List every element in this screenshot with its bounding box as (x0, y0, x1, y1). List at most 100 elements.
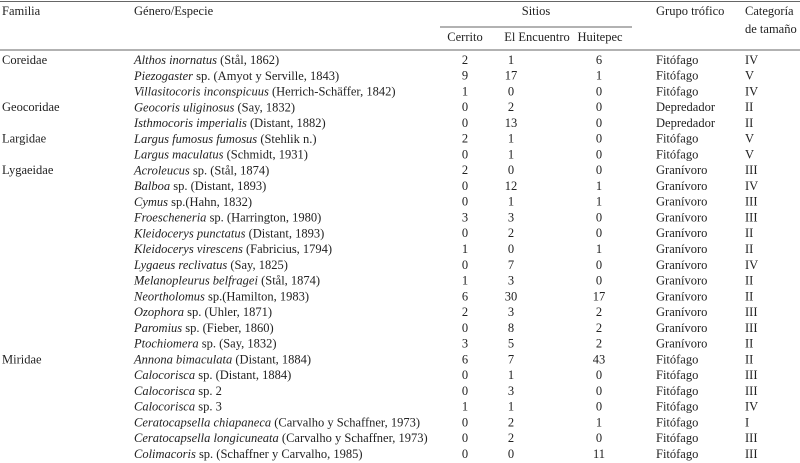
count-cell: 0 (462, 195, 468, 209)
author: (Stål, 1862) (220, 53, 279, 67)
count-cell: 6 (462, 289, 468, 303)
count-cell: 3 (508, 384, 514, 398)
author: (Herrich-Schäffer, 1842) (272, 84, 396, 98)
species-cell: Ceratocapsella longicuneata (Carvalho y … (134, 431, 428, 445)
species-cell: Calocorisca sp. 3 (134, 400, 222, 414)
count-cell: 0 (596, 163, 602, 177)
count-cell: 0 (508, 84, 514, 98)
taxon: Largus fumosus fumosus (133, 132, 257, 146)
taxon: Annona bimaculata (133, 352, 232, 366)
author: (Say, 1825) (230, 258, 288, 272)
count-cell: 2 (596, 337, 602, 351)
taxon: Acroleucus (133, 163, 190, 177)
trophic-cell: Fitófago (656, 447, 698, 461)
count-cell: 2 (596, 305, 602, 319)
author: sp. (Stål, 1874) (193, 163, 269, 177)
count-cell: 2 (462, 132, 468, 146)
species-cell: Isthmocoris imperialis (Distant, 1882) (133, 116, 326, 130)
species-cell: Kleidocerys virescens (Fabricius, 1794) (133, 242, 332, 256)
taxon: Ceratocapsella chiapaneca (134, 415, 271, 429)
trophic-cell: Fitófago (656, 431, 698, 445)
count-cell: 1 (508, 368, 514, 382)
taxon: Largus maculatus (133, 147, 224, 161)
count-cell: 3 (508, 274, 514, 288)
count-cell: 0 (596, 226, 602, 240)
species-cell: Neortholomus sp.(Hamilton, 1983) (133, 289, 309, 303)
author: (Carvalho y Schaffner, 1973) (274, 415, 420, 429)
trophic-cell: Granívoro (656, 210, 707, 224)
author: sp. 2 (198, 384, 222, 398)
author: (Carvalho y Schaffner, 1973) (282, 431, 428, 445)
taxon: Paromius (133, 321, 182, 335)
size-cell: II (745, 274, 753, 288)
count-cell: 12 (505, 179, 518, 193)
count-cell: 1 (596, 195, 602, 209)
trophic-cell: Granívoro (656, 163, 707, 177)
size-cell: II (745, 352, 753, 366)
count-cell: 3 (508, 210, 514, 224)
species-cell: Geocoris uliginosus (Say, 1832) (134, 100, 295, 114)
count-cell: 0 (596, 210, 602, 224)
count-cell: 1 (508, 147, 514, 161)
header-cell: Categoría (745, 4, 794, 18)
count-cell: 13 (505, 116, 518, 130)
author: (Distant, 1884) (235, 352, 311, 366)
species-cell: Calocorisca sp. 2 (134, 384, 222, 398)
size-cell: IV (745, 53, 758, 67)
count-cell: 1 (462, 84, 468, 98)
count-cell: 0 (508, 242, 514, 256)
count-cell: 2 (462, 53, 468, 67)
count-cell: 0 (462, 226, 468, 240)
count-cell: 0 (462, 384, 468, 398)
count-cell: 0 (462, 431, 468, 445)
taxon: Lygaeus reclivatus (133, 258, 227, 272)
count-cell: 1 (596, 415, 602, 429)
count-cell: 3 (462, 337, 468, 351)
count-cell: 0 (462, 100, 468, 114)
taxon: Piezogaster (133, 69, 193, 83)
count-cell: 0 (596, 431, 602, 445)
trophic-cell: Granívoro (656, 274, 707, 288)
count-cell: 0 (462, 415, 468, 429)
author: sp. (Schaffner y Carvalho, 1985) (199, 447, 363, 461)
species-cell: Colimacoris sp. (Schaffner y Carvalho, 1… (134, 447, 363, 461)
count-cell: 1 (596, 242, 602, 256)
count-cell: 0 (596, 147, 602, 161)
species-cell: Villasitocoris inconspicuus (Herrich-Sch… (134, 84, 396, 98)
author: (Distant, 1882) (250, 116, 326, 130)
taxon: Geocoris uliginosus (134, 100, 234, 114)
taxon: Ceratocapsella longicuneata (134, 431, 279, 445)
count-cell: 0 (596, 274, 602, 288)
taxon: Calocorisca (134, 368, 195, 382)
size-cell: III (745, 195, 758, 209)
count-cell: 2 (508, 415, 514, 429)
taxon: Ozophora (134, 305, 184, 319)
header-cell: Grupo trófico (656, 4, 724, 18)
count-cell: 6 (596, 53, 602, 67)
family-cell: Lygaeidae (2, 163, 54, 177)
trophic-cell: Fitófago (656, 352, 698, 366)
size-cell: I (745, 415, 749, 429)
count-cell: 0 (596, 400, 602, 414)
header-cell: Sitios (522, 4, 551, 18)
taxon: Calocorisca (134, 384, 195, 398)
size-cell: III (745, 321, 758, 335)
count-cell: 2 (462, 163, 468, 177)
count-cell: 0 (462, 447, 468, 461)
taxon: Froescheneria (133, 210, 206, 224)
author: (Say, 1832) (237, 100, 295, 114)
header-cell: Género/Especie (134, 4, 214, 18)
trophic-cell: Depredador (656, 116, 716, 130)
author: sp. (Uhler, 1871) (187, 305, 272, 319)
species-cell: Melanopleurus belfragei (Stål, 1874) (133, 274, 320, 288)
count-cell: 0 (462, 258, 468, 272)
taxon: Ptochiomera (133, 337, 199, 351)
count-cell: 0 (596, 84, 602, 98)
count-cell: 9 (462, 69, 468, 83)
author: (Fabricius, 1794) (246, 242, 332, 256)
count-cell: 17 (505, 69, 518, 83)
count-cell: 2 (596, 321, 602, 335)
trophic-cell: Granívoro (656, 195, 707, 209)
header-cell: El Encuentro (504, 30, 570, 44)
